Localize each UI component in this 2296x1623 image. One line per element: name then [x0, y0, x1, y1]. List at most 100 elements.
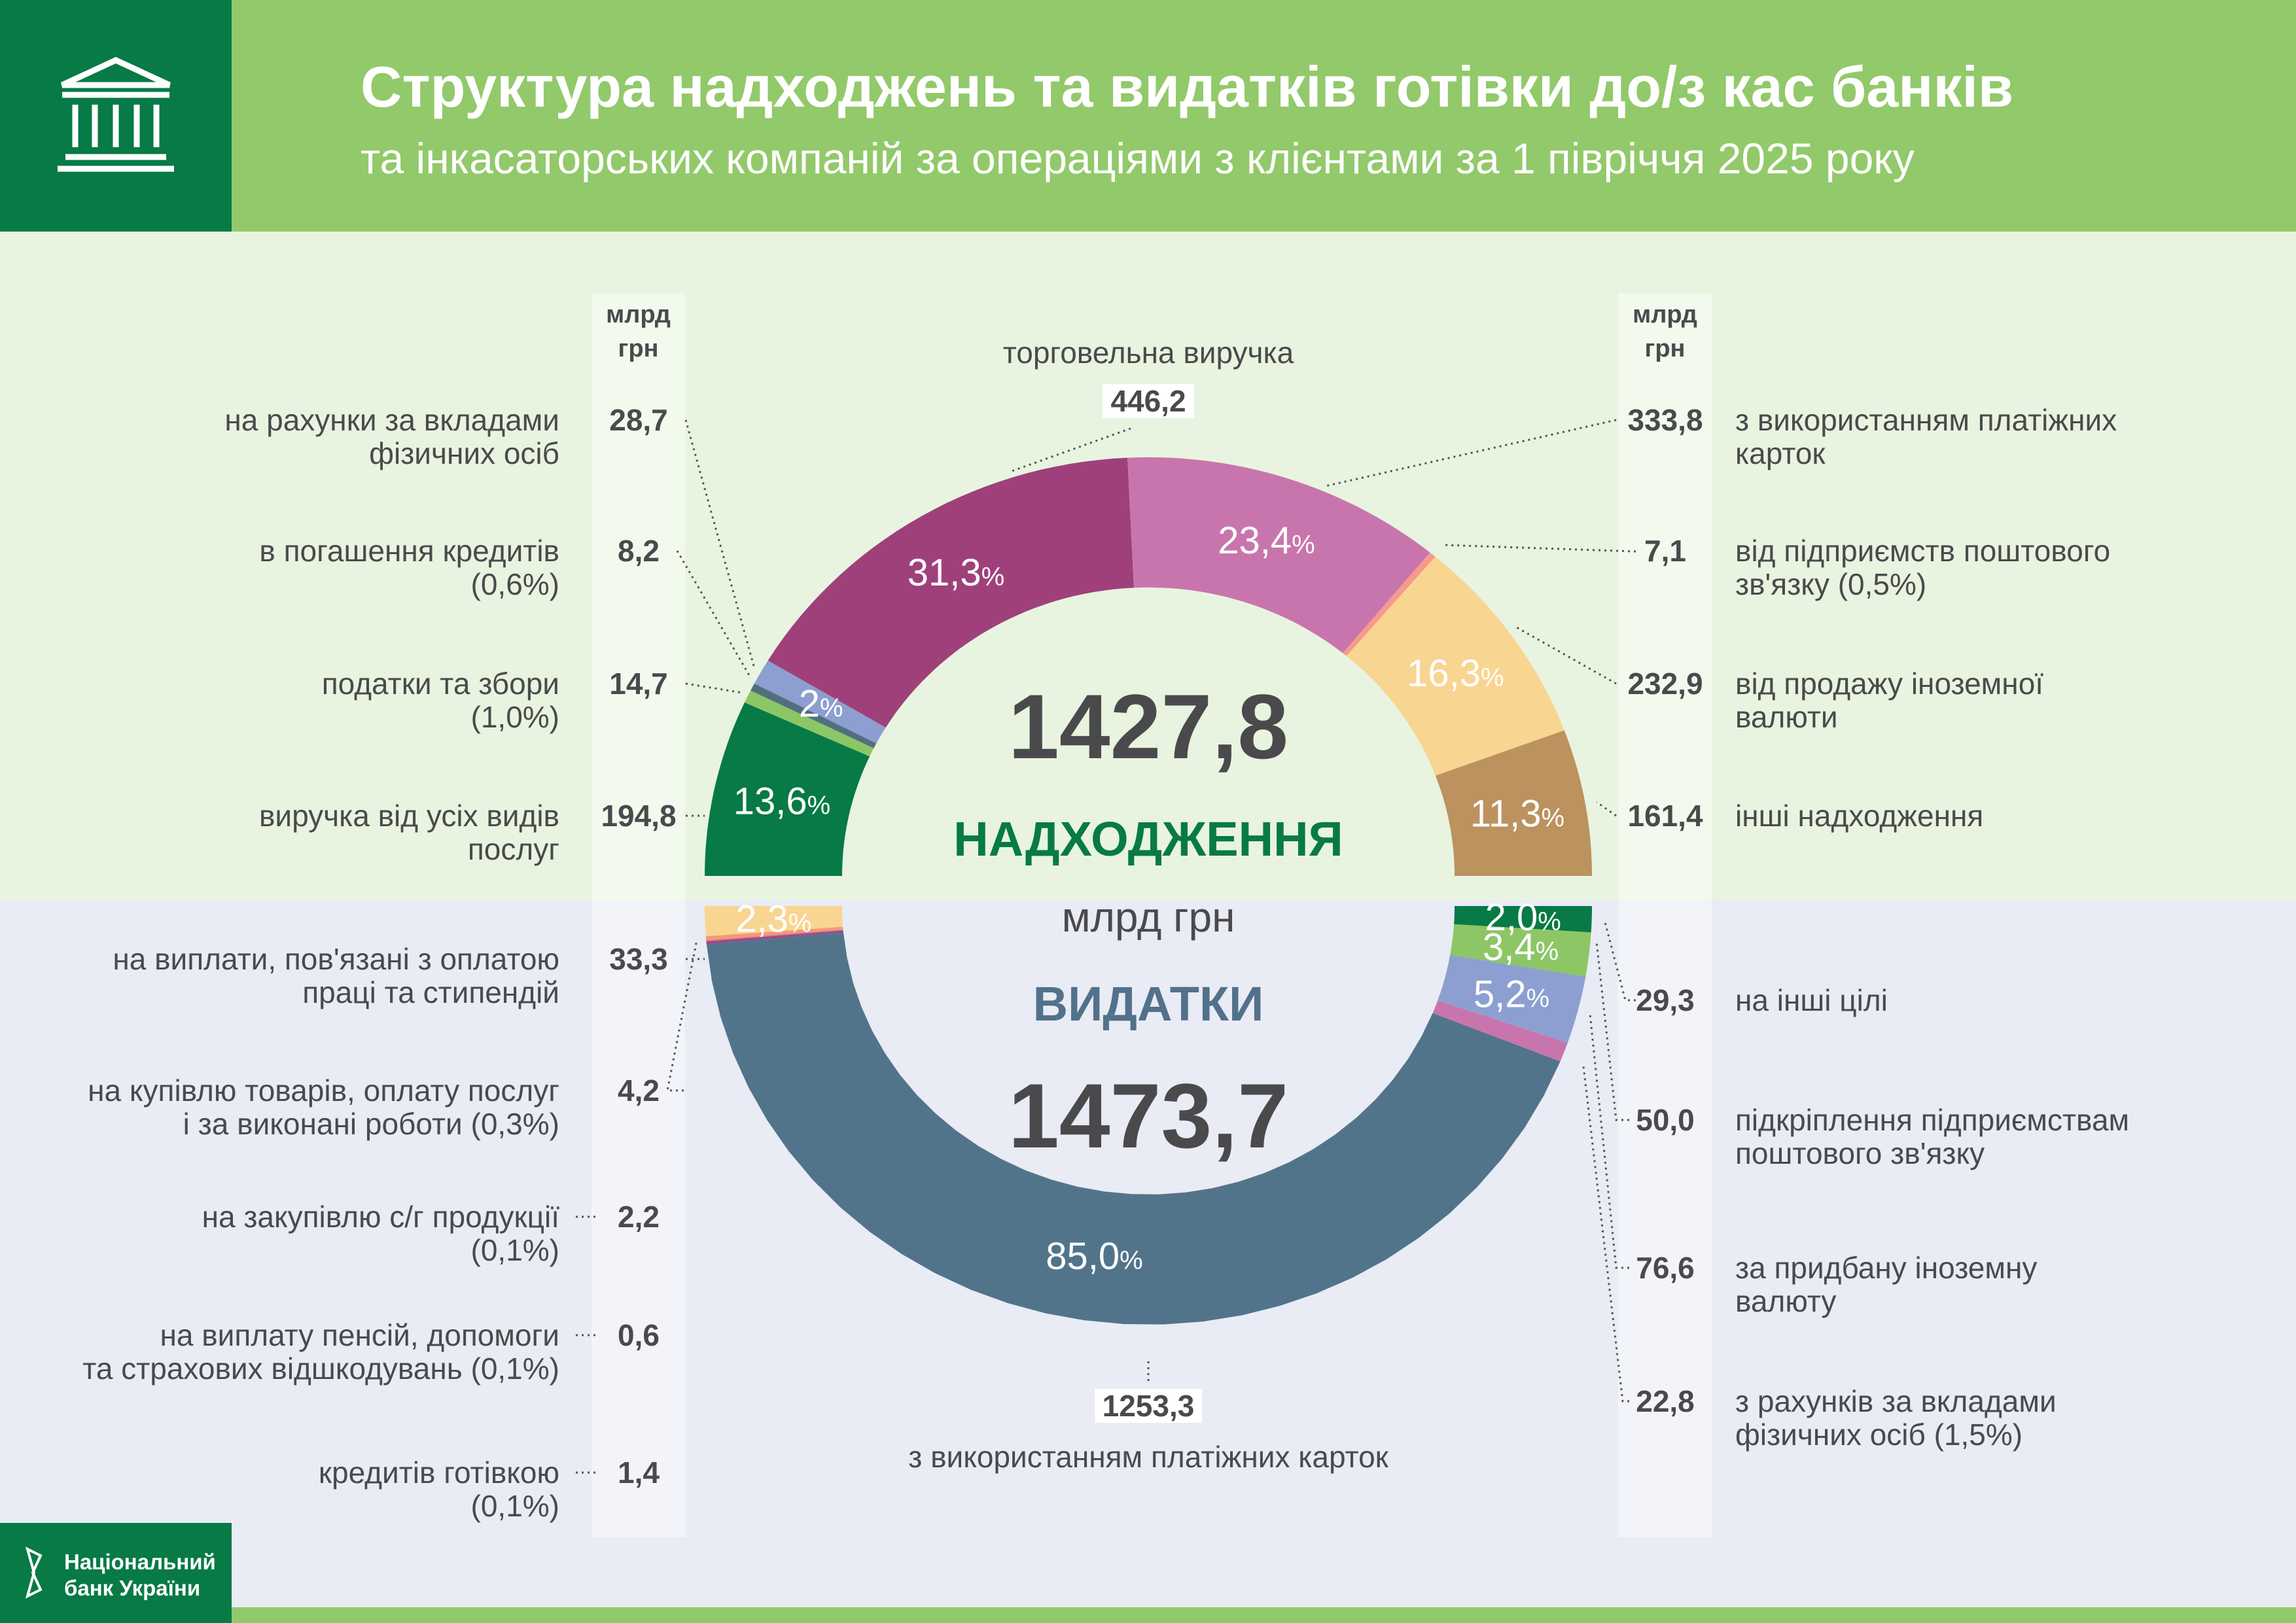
category-label-line: валюту — [1735, 1284, 1837, 1318]
page-title: Структура надходжень та видатків готівки… — [361, 54, 2014, 119]
donut-segment — [754, 660, 886, 744]
value-label: 76,6 — [1636, 1251, 1695, 1285]
category-label: від продажу іноземної валюти — [1735, 667, 2043, 734]
percent-label: 2,0% — [1485, 896, 1561, 939]
value-label: 1,4 — [618, 1456, 660, 1490]
leader-line — [1595, 941, 1629, 1121]
leader-line — [666, 939, 698, 1092]
category-label-line: (0,6%) — [470, 567, 559, 601]
percent-label: 23,4% — [1218, 519, 1315, 562]
leader-line — [676, 550, 751, 677]
value-label: 22,8 — [1636, 1384, 1695, 1418]
nbu-emblem-icon — [25, 1546, 43, 1599]
category-label-line: (0,1%) — [470, 1489, 559, 1523]
nbu-logo: Національний банк України — [0, 1523, 232, 1623]
category-label-line: з рахунків за вкладами — [1735, 1384, 2057, 1418]
leader-line — [1325, 419, 1617, 487]
income-total: 1427,8 — [1008, 675, 1289, 778]
category-label-line: послуг — [467, 832, 559, 866]
value-card-expense: 1253,3 — [1094, 1389, 1203, 1423]
category-label-line: на виплати, пов'язані з оплатою — [113, 942, 559, 976]
category-label: на закупівлю с/г продукції (0,1%) — [202, 1200, 559, 1267]
value-trade-revenue: 446,2 — [1103, 384, 1194, 418]
category-label: за придбану іноземну валюту — [1735, 1251, 2037, 1318]
value-label: 28,7 — [609, 403, 668, 437]
percent-label: 2,3% — [735, 898, 811, 941]
category-label-line: на інші цілі — [1735, 983, 1888, 1017]
category-label: на рахунки за вкладами фізичних осіб — [224, 404, 559, 470]
bank-building-logo — [0, 0, 232, 232]
donut-segment — [1435, 730, 1592, 876]
header-band — [0, 0, 2296, 232]
category-label-line: праці та стипендій — [302, 975, 559, 1009]
footer-strip — [232, 1607, 2296, 1623]
category-label-line: карток — [1735, 436, 1826, 470]
category-label: податки та збори (1,0%) — [322, 667, 559, 734]
category-label-line: та страхових відшкодувань (0,1%) — [82, 1352, 559, 1386]
category-label-line: підкріплення підприємствам — [1735, 1103, 2130, 1137]
category-label-line: (0,1%) — [470, 1233, 559, 1267]
value-label: 2,2 — [618, 1200, 660, 1234]
category-label: кредитів готівкою (0,1%) — [319, 1456, 559, 1523]
category-label-line: від продажу іноземної — [1735, 667, 2044, 701]
expense-total: 1473,7 — [1008, 1064, 1289, 1167]
category-label-line: на закупівлю с/г продукції — [202, 1200, 559, 1234]
leader-line — [1582, 1066, 1629, 1403]
donut-segment — [1346, 557, 1564, 776]
percent-label: 13,6% — [733, 780, 830, 822]
category-label-line: фізичних осіб — [369, 436, 559, 470]
donut-segment — [705, 926, 843, 941]
value-label: 7,1 — [1644, 534, 1686, 568]
category-label: з використанням платіжних карток — [1735, 404, 2117, 470]
category-label: з рахунків за вкладами фізичних осіб (1,5… — [1735, 1385, 2057, 1452]
value-label: 8,2 — [618, 534, 660, 568]
label-trade-revenue: торговельна виручка — [1002, 336, 1294, 370]
value-label: 14,7 — [609, 667, 668, 701]
label-card-expense: з використанням платіжних карток — [908, 1440, 1388, 1474]
leader-line — [1441, 544, 1636, 553]
value-label: 161,4 — [1627, 799, 1703, 833]
value-label: 333,8 — [1627, 403, 1703, 437]
percent-label: 11,3% — [1470, 793, 1564, 835]
category-label-line: валюти — [1735, 700, 1838, 734]
donut-segment — [1432, 1000, 1568, 1062]
percent-label: 31,3% — [908, 551, 1004, 594]
category-label-line: виручка від усіх видів — [258, 799, 559, 833]
category-label-line: на виплату пенсій, допомоги — [160, 1318, 559, 1352]
nbu-logo-text: банк України — [64, 1576, 201, 1600]
value-label: 194,8 — [601, 799, 677, 833]
leader-line — [684, 419, 755, 667]
nbu-logo-text: Національний — [64, 1550, 216, 1574]
value-label: 29,3 — [1636, 983, 1695, 1017]
donut-segment — [768, 457, 1134, 728]
donut-segment — [751, 683, 877, 748]
category-label: на виплати, пов'язані з оплатою праці та … — [113, 943, 559, 1009]
donut-segment — [1450, 924, 1591, 977]
category-label-line: з використанням платіжних — [1735, 403, 2117, 437]
unit-header-left: млрд грн — [606, 301, 671, 362]
category-label-line: інші надходження — [1735, 799, 1984, 833]
percent-label: 16,3% — [1407, 652, 1504, 695]
category-label: виручка від усіх видів послуг — [259, 799, 559, 866]
unit-label: млрд грн — [1061, 894, 1235, 941]
category-label-line: (1,0%) — [470, 700, 559, 734]
value-column-right — [1618, 293, 1712, 900]
category-label-line: кредитів готівкою — [318, 1456, 559, 1490]
category-label-line: на рахунки за вкладами — [224, 403, 559, 437]
percent-label: 5,2% — [1474, 973, 1549, 1015]
donut-segment — [705, 906, 843, 937]
value-column-right-lower — [1618, 900, 1712, 1537]
leader-line — [685, 682, 743, 694]
category-label: на виплату пенсій, допомоги та страхових … — [82, 1319, 559, 1386]
value-label: 4,2 — [618, 1073, 660, 1108]
category-label: на інші цілі — [1735, 984, 1888, 1017]
value-label: 232,9 — [1627, 667, 1703, 701]
leader-line — [1010, 427, 1131, 473]
donut-segment — [706, 932, 1561, 1325]
donut-segment — [1454, 906, 1592, 933]
expense-title: ВИДАТКИ — [1033, 977, 1264, 1031]
donut-segment — [1343, 552, 1436, 656]
leader-line — [1589, 1013, 1629, 1269]
donut-segment — [1438, 954, 1586, 1043]
